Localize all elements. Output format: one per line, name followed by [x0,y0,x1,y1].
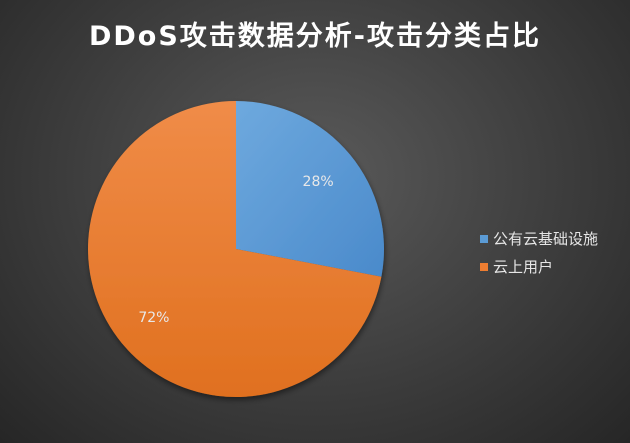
pie-slice-1 [87,101,382,397]
legend-label-0: 公有云基础设施 [493,230,599,248]
data-label-1: 72% [138,310,169,326]
chart-title: DDoS攻击数据分析-攻击分类占比 [88,21,542,52]
pie-slice-0 [236,101,385,277]
legend-label-1: 云上用户 [493,258,554,276]
legend-swatch-0 [480,235,488,243]
legend-item-0: 公有云基础设施 [480,225,598,253]
data-label-0: 28% [303,174,334,190]
legend-swatch-1 [480,263,488,271]
legend: 公有云基础设施 云上用户 [480,225,598,281]
legend-item-1: 云上用户 [480,253,598,281]
